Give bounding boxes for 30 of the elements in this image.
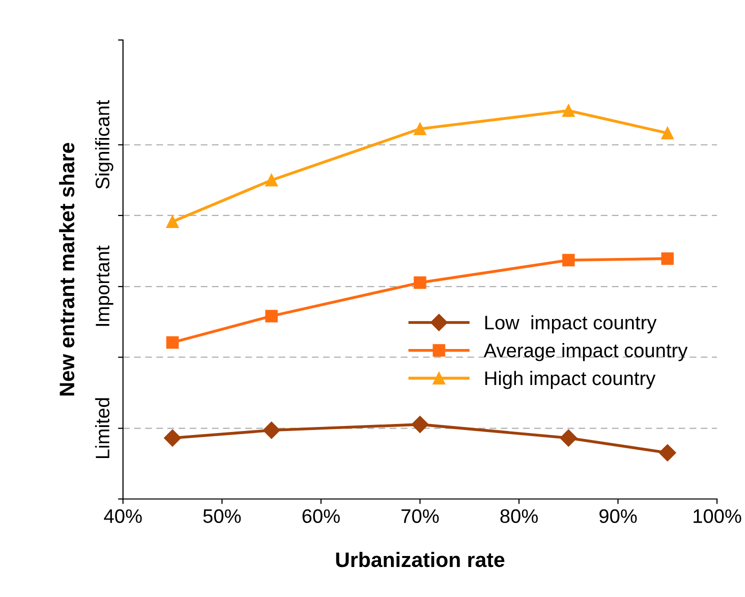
point: [265, 174, 278, 186]
point: [661, 126, 674, 140]
point: [560, 429, 578, 447]
point: [166, 336, 179, 349]
x-tick-label: 80%: [500, 509, 538, 524]
y-axis-title: New entrant market share: [59, 142, 74, 396]
point: [411, 416, 429, 433]
legend-label: Average impact country: [484, 343, 688, 362]
x-tick-label: 90%: [599, 509, 637, 524]
point: [166, 215, 179, 228]
point: [562, 254, 575, 266]
point: [658, 444, 676, 462]
ref-line-label: Important: [96, 246, 114, 326]
point: [265, 310, 278, 322]
x-tick-label: 60%: [302, 509, 340, 524]
x-tick-label: 40%: [104, 509, 142, 524]
point: [562, 104, 575, 117]
x-tick-label: 50%: [203, 509, 241, 524]
point: [262, 422, 280, 439]
point: [414, 276, 426, 289]
ref-line-label: Limited: [95, 398, 110, 458]
x-axis-title: Urbanization rate: [336, 552, 504, 568]
point: [414, 122, 426, 136]
x-tick-label: 100%: [694, 509, 742, 524]
legend-label: High impact country: [485, 370, 656, 390]
legend-label: Low impact country: [485, 315, 657, 334]
point: [164, 429, 182, 447]
point: [661, 252, 674, 265]
ref-line-label: Significant: [95, 100, 114, 189]
x-tick-label: 70%: [402, 509, 439, 524]
